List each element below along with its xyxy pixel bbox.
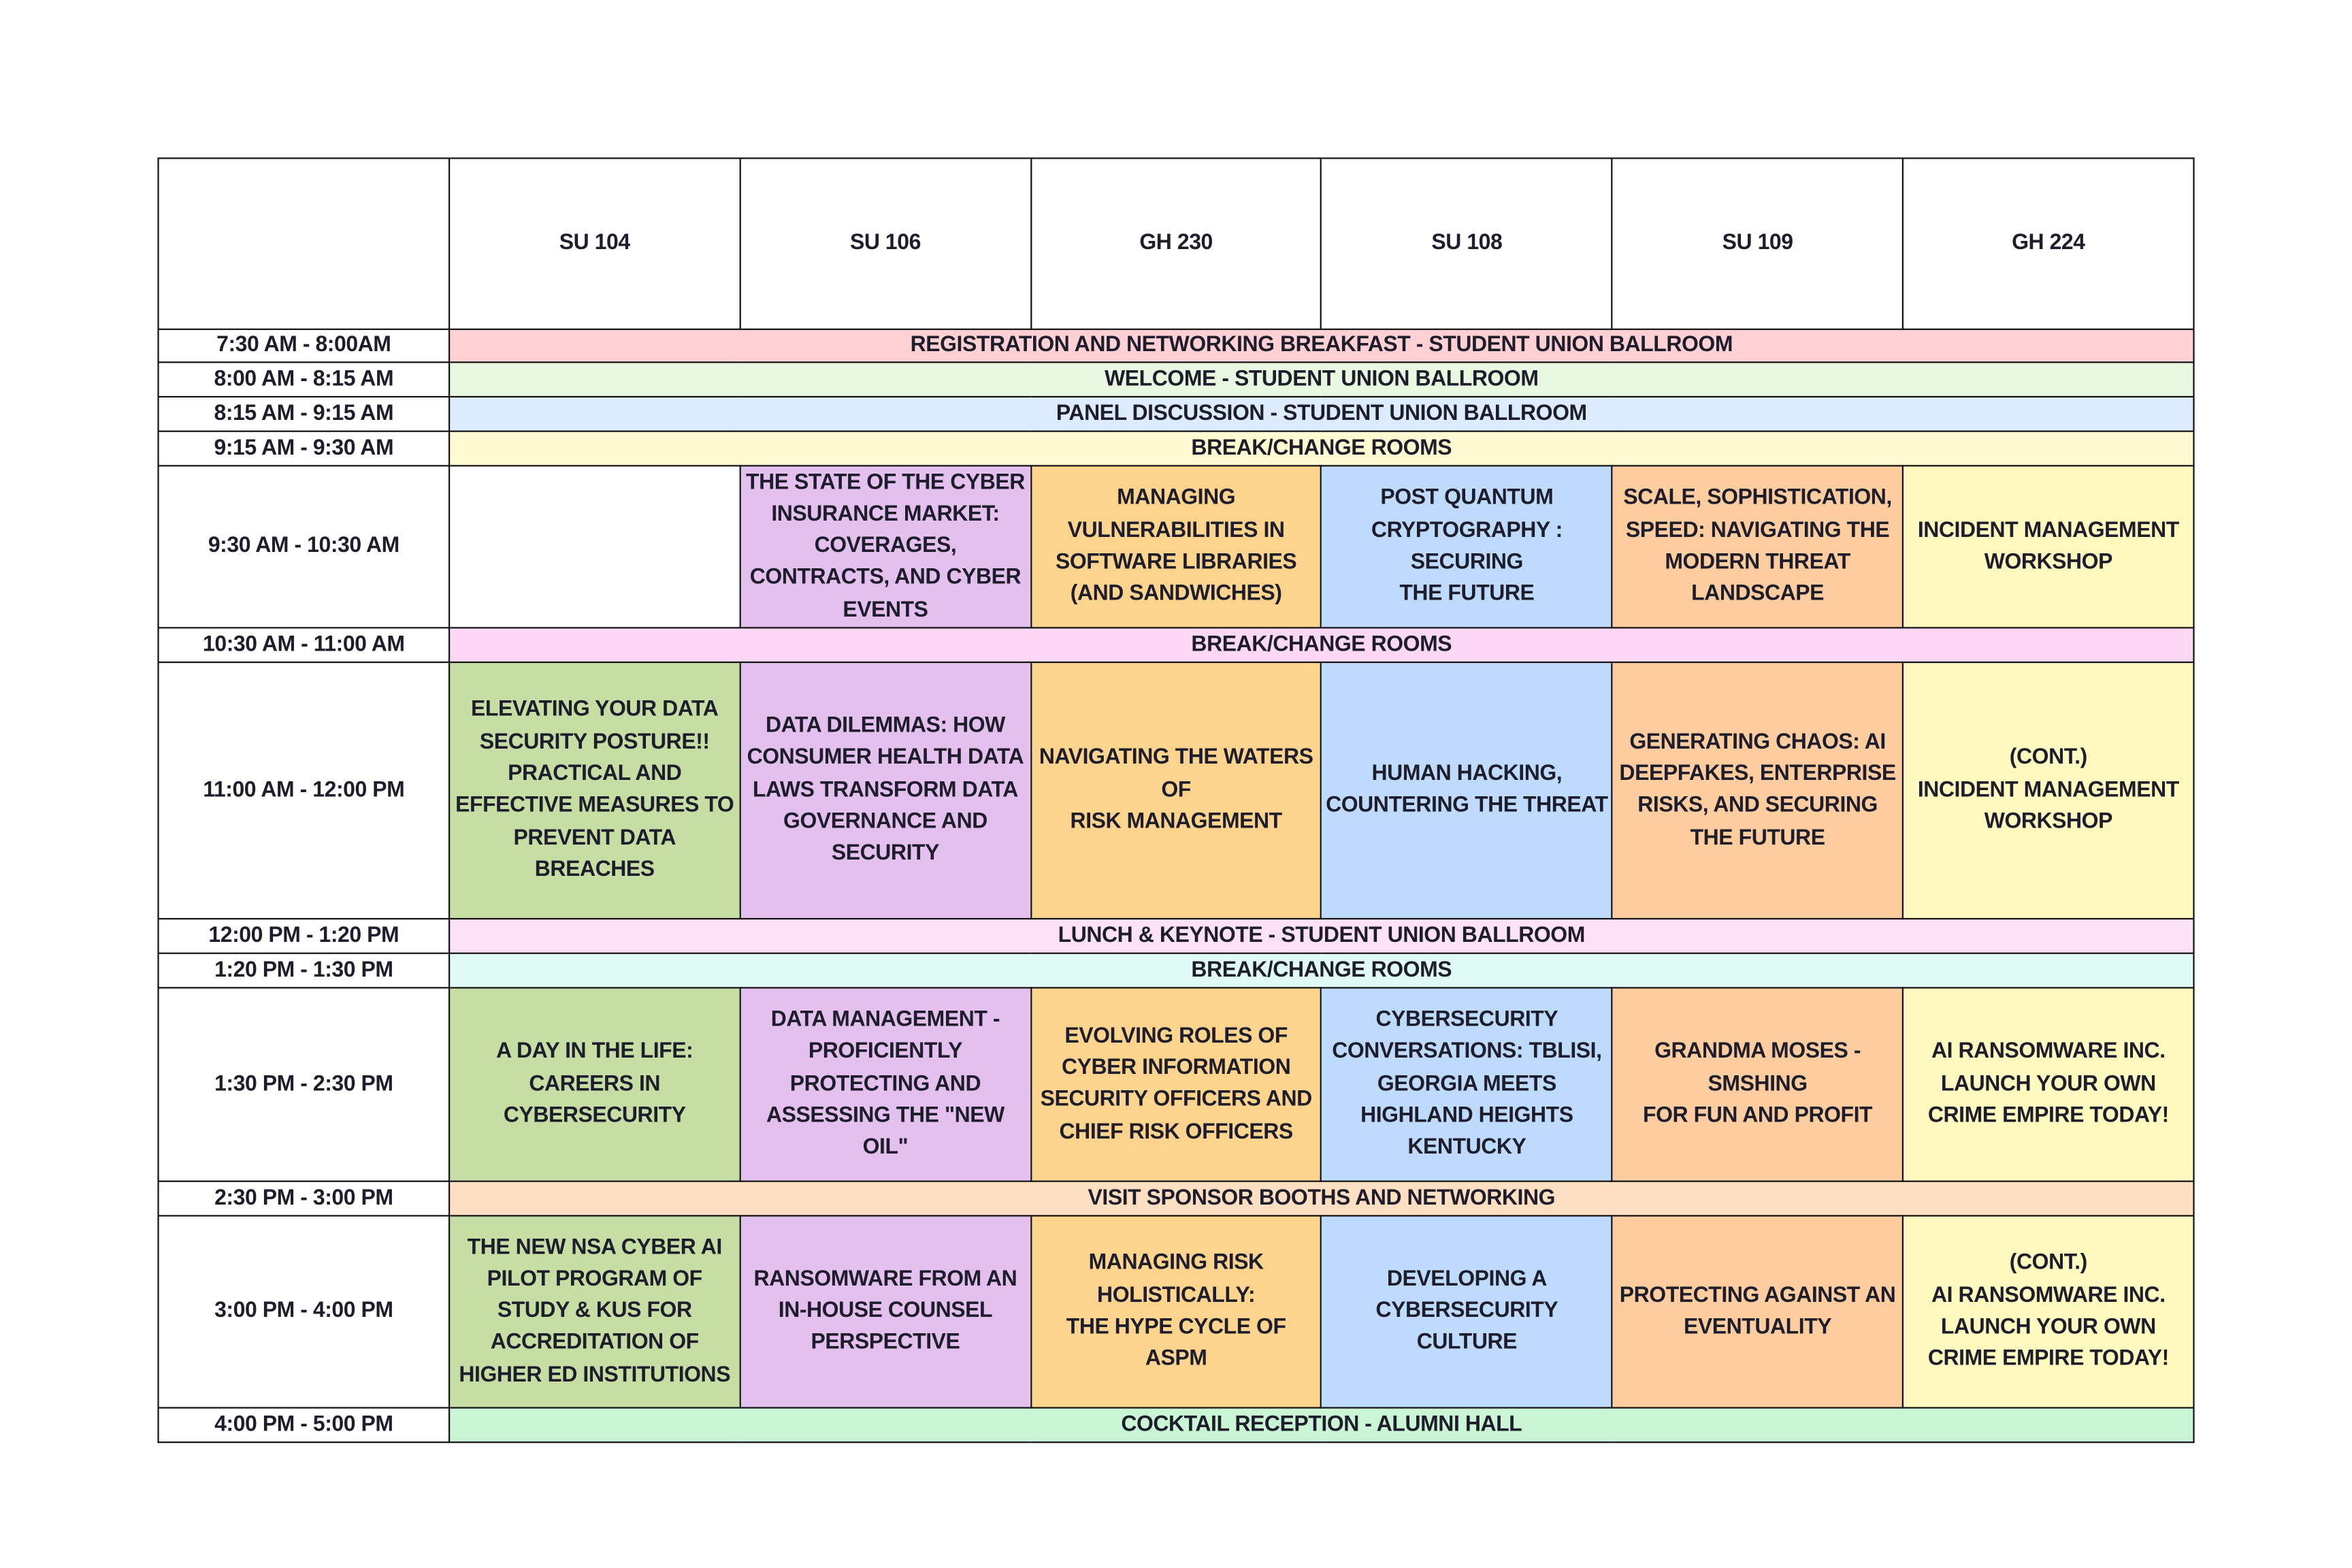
session-cell: (CONT.) AI RANSOMWARE INC. LAUNCH YOUR O…	[1902, 1215, 2195, 1409]
room-header: SU 109	[1611, 157, 1904, 330]
plenary-row: 2:30 PM - 3:00 PM VISIT SPONSOR BOOTHS AN…	[157, 1181, 2195, 1218]
room-header: SU 104	[448, 157, 741, 330]
schedule-table: SU 104 SU 106 GH 230 SU 108 SU 109 GH 22…	[157, 157, 2195, 1443]
session-cell: NAVIGATING THE WATERS OF RISK MANAGEMENT	[1030, 662, 1322, 920]
session-cell: PROTECTING AGAINST AN EVENTUALITY	[1611, 1215, 1904, 1409]
session-cell	[448, 465, 741, 630]
time-slot: 9:15 AM - 9:30 AM	[157, 431, 451, 468]
time-slot: 9:30 AM - 10:30 AM	[157, 465, 451, 630]
room-header: SU 108	[1320, 157, 1614, 330]
corner-cell	[157, 157, 451, 330]
plenary-event: BREAK/CHANGE ROOMS	[448, 431, 2195, 468]
plenary-event: BREAK/CHANGE ROOMS	[448, 627, 2195, 664]
plenary-event: PANEL DISCUSSION - STUDENT UNION BALLROO…	[448, 396, 2195, 433]
session-cell: DATA MANAGEMENT - PROFICIENTLY PROTECTIN…	[739, 987, 1032, 1183]
time-slot: 4:00 PM - 5:00 PM	[157, 1407, 451, 1443]
session-cell: GENERATING CHAOS: AI DEEPFAKES, ENTERPRI…	[1611, 662, 1904, 920]
plenary-row: 8:15 AM - 9:15 AM PANEL DISCUSSION - STUD…	[157, 396, 2195, 433]
session-row: 1:30 PM - 2:30 PM A DAY IN THE LIFE: CARE…	[157, 987, 2195, 1183]
time-slot: 1:30 PM - 2:30 PM	[157, 987, 451, 1183]
plenary-event: COCKTAIL RECEPTION - ALUMNI HALL	[448, 1407, 2195, 1443]
session-cell: GRANDMA MOSES - SMSHING FOR FUN AND PROF…	[1611, 987, 1904, 1183]
room-header: GH 224	[1902, 157, 2195, 330]
session-row: 9:30 AM - 10:30 AM THE STATE OF THE CYBER…	[157, 465, 2195, 630]
plenary-event: VISIT SPONSOR BOOTHS AND NETWORKING	[448, 1181, 2195, 1218]
plenary-row: 1:20 PM - 1:30 PM BREAK/CHANGE ROOMS	[157, 953, 2195, 990]
session-cell: EVOLVING ROLES OF CYBER INFORMATION SECU…	[1030, 987, 1322, 1183]
room-header: SU 106	[739, 157, 1032, 330]
time-slot: 7:30 AM - 8:00AM	[157, 328, 451, 364]
session-cell: THE STATE OF THE CYBER INSURANCE MARKET:…	[739, 465, 1032, 630]
session-row: 11:00 AM - 12:00 PM ELEVATING YOUR DATA S…	[157, 662, 2195, 920]
plenary-row: 12:00 PM - 1:20 PM LUNCH & KEYNOTE - STUD…	[157, 918, 2195, 955]
session-cell: CYBERSECURITY CONVERSATIONS: TBLISI, GEO…	[1320, 987, 1614, 1183]
plenary-row: 4:00 PM - 5:00 PM COCKTAIL RECEPTION - AL…	[157, 1407, 2195, 1443]
session-cell: AI RANSOMWARE INC. LAUNCH YOUR OWN CRIME…	[1902, 987, 2195, 1183]
session-cell: MANAGING RISK HOLISTICALLY: THE HYPE CYC…	[1030, 1215, 1322, 1409]
session-cell: INCIDENT MANAGEMENT WORKSHOP	[1902, 465, 2195, 630]
session-cell: A DAY IN THE LIFE: CAREERS IN CYBERSECUR…	[448, 987, 741, 1183]
session-cell: POST QUANTUM CRYPTOGRAPHY : SECURING THE…	[1320, 465, 1614, 630]
plenary-row: 8:00 AM - 8:15 AM WELCOME - STUDENT UNION…	[157, 361, 2195, 398]
session-cell: SCALE, SOPHISTICATION, SPEED: NAVIGATING…	[1611, 465, 1904, 630]
time-slot: 2:30 PM - 3:00 PM	[157, 1181, 451, 1218]
time-slot: 1:20 PM - 1:30 PM	[157, 953, 451, 990]
header-row: SU 104 SU 106 GH 230 SU 108 SU 109 GH 22…	[157, 157, 2195, 330]
room-header: GH 230	[1030, 157, 1322, 330]
session-row: 3:00 PM - 4:00 PM THE NEW NSA CYBER AI PI…	[157, 1215, 2195, 1409]
time-slot: 11:00 AM - 12:00 PM	[157, 662, 451, 920]
time-slot: 3:00 PM - 4:00 PM	[157, 1215, 451, 1409]
session-cell: DEVELOPING A CYBERSECURITY CULTURE	[1320, 1215, 1614, 1409]
session-cell: THE NEW NSA CYBER AI PILOT PROGRAM OF ST…	[448, 1215, 741, 1409]
plenary-event: WELCOME - STUDENT UNION BALLROOM	[448, 361, 2195, 398]
plenary-row: 10:30 AM - 11:00 AM BREAK/CHANGE ROOMS	[157, 627, 2195, 664]
time-slot: 10:30 AM - 11:00 AM	[157, 627, 451, 664]
session-cell: DATA DILEMMAS: HOW CONSUMER HEALTH DATA …	[739, 662, 1032, 920]
time-slot: 12:00 PM - 1:20 PM	[157, 918, 451, 955]
session-cell: RANSOMWARE FROM AN IN-HOUSE COUNSEL PERS…	[739, 1215, 1032, 1409]
plenary-event: BREAK/CHANGE ROOMS	[448, 953, 2195, 990]
plenary-row: 9:15 AM - 9:30 AM BREAK/CHANGE ROOMS	[157, 431, 2195, 468]
plenary-event: REGISTRATION AND NETWORKING BREAKFAST - …	[448, 328, 2195, 364]
session-cell: HUMAN HACKING, COUNTERING THE THREAT	[1320, 662, 1614, 920]
session-cell: (CONT.) INCIDENT MANAGEMENT WORKSHOP	[1902, 662, 2195, 920]
session-cell: ELEVATING YOUR DATA SECURITY POSTURE!! P…	[448, 662, 741, 920]
time-slot: 8:15 AM - 9:15 AM	[157, 396, 451, 433]
session-cell: MANAGING VULNERABILITIES IN SOFTWARE LIB…	[1030, 465, 1322, 630]
plenary-row: 7:30 AM - 8:00AM REGISTRATION AND NETWORK…	[157, 328, 2195, 364]
plenary-event: LUNCH & KEYNOTE - STUDENT UNION BALLROOM	[448, 918, 2195, 955]
time-slot: 8:00 AM - 8:15 AM	[157, 361, 451, 398]
